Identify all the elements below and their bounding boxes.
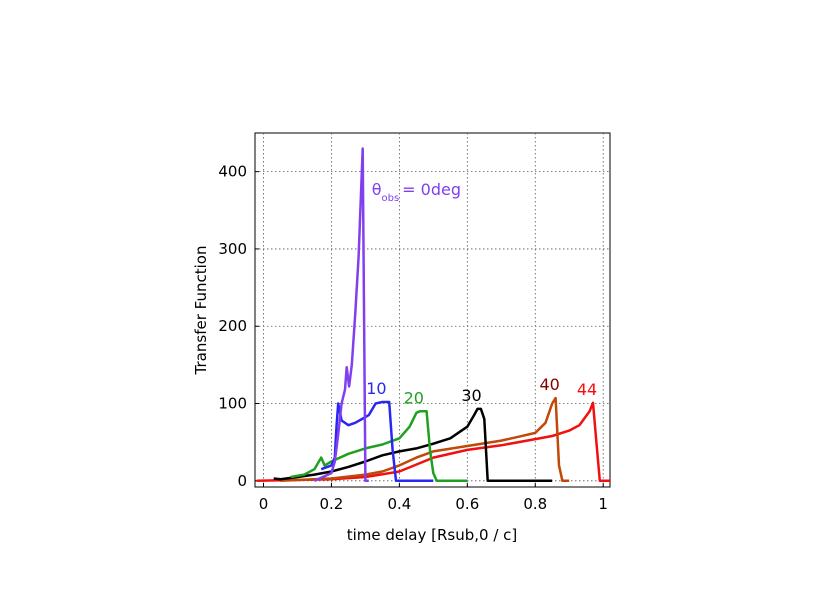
series-line bbox=[313, 147, 369, 483]
series-label: 20 bbox=[404, 388, 424, 407]
x-axis-label: time delay [Rsub,0 / c] bbox=[347, 526, 518, 544]
series-label: 30 bbox=[461, 386, 481, 405]
series-label: θobs = 0deg bbox=[372, 180, 461, 204]
y-tick-label: 400 bbox=[218, 163, 247, 181]
label-symbol: θ bbox=[372, 180, 382, 199]
label-name: = 0deg bbox=[402, 180, 461, 199]
x-tick-label: 1 bbox=[598, 495, 608, 513]
x-tick-label: 0.4 bbox=[387, 495, 411, 513]
series-label: 40 bbox=[539, 375, 559, 394]
x-tick-label: 0.6 bbox=[455, 495, 479, 513]
y-axis-label: Transfer Function bbox=[192, 246, 210, 376]
series-line bbox=[280, 396, 570, 483]
y-tick-label: 300 bbox=[218, 240, 247, 258]
y-tick-label: 0 bbox=[237, 472, 247, 490]
lines bbox=[256, 147, 610, 483]
label-subscript: obs bbox=[381, 193, 399, 204]
x-tick-label: 0 bbox=[259, 495, 269, 513]
series-line bbox=[273, 407, 553, 483]
x-tick-label: 0.2 bbox=[320, 495, 344, 513]
series-line bbox=[256, 401, 610, 483]
series-line bbox=[290, 410, 468, 483]
y-tick-label: 200 bbox=[218, 317, 247, 335]
y-tick-label: 100 bbox=[218, 395, 247, 413]
x-tick-label: 0.8 bbox=[523, 495, 547, 513]
series-line bbox=[320, 400, 434, 483]
labels: 44 40 30 20 10 θobs = 0deg bbox=[366, 180, 597, 407]
series-label: 44 bbox=[577, 380, 597, 399]
series-label: 10 bbox=[366, 379, 386, 398]
plot-frame bbox=[254, 132, 611, 488]
